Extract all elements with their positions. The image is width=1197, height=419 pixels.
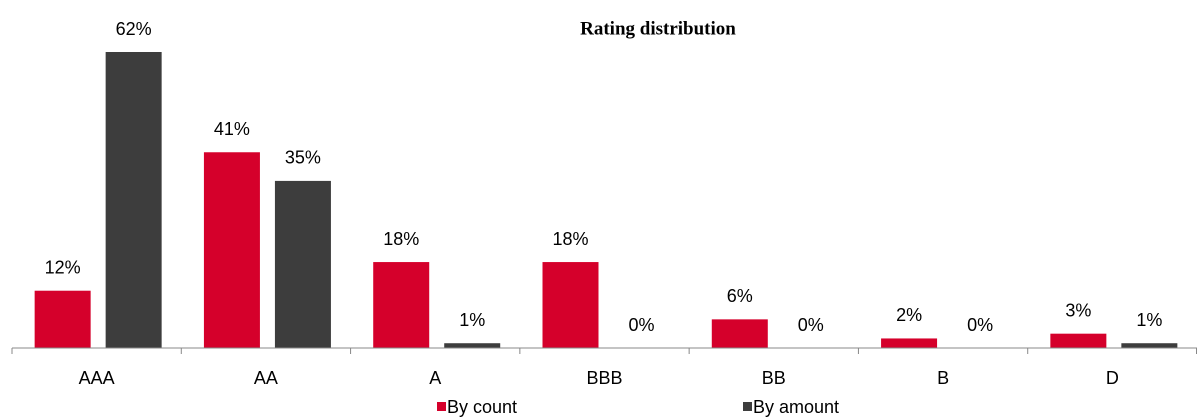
x-tick-label: D bbox=[1106, 368, 1119, 388]
data-label: 0% bbox=[967, 315, 993, 335]
data-label: 18% bbox=[552, 229, 588, 249]
x-tick-label: BB bbox=[762, 368, 786, 388]
x-tick-label: AAA bbox=[79, 368, 115, 388]
data-label: 0% bbox=[628, 315, 654, 335]
data-label: 41% bbox=[214, 119, 250, 139]
bar bbox=[711, 319, 768, 348]
legend-label: By amount bbox=[753, 397, 839, 417]
bar bbox=[203, 152, 260, 348]
data-label: 62% bbox=[116, 19, 152, 39]
data-label: 0% bbox=[798, 315, 824, 335]
data-label: 2% bbox=[896, 305, 922, 325]
data-label: 12% bbox=[45, 257, 81, 277]
bar bbox=[542, 262, 599, 348]
bar bbox=[34, 290, 91, 348]
data-label: 6% bbox=[727, 286, 753, 306]
data-label: 1% bbox=[459, 310, 485, 330]
legend-label: By count bbox=[447, 397, 517, 417]
x-tick-label: A bbox=[429, 368, 441, 388]
bar bbox=[105, 52, 162, 348]
bar bbox=[373, 262, 430, 348]
data-label: 18% bbox=[383, 229, 419, 249]
chart-title: Rating distribution bbox=[580, 18, 736, 39]
data-label: 1% bbox=[1136, 310, 1162, 330]
data-label: 35% bbox=[285, 148, 321, 168]
bar bbox=[881, 338, 938, 348]
legend-swatch bbox=[743, 402, 752, 411]
x-tick-label: AA bbox=[254, 368, 278, 388]
bar bbox=[274, 180, 331, 348]
x-tick-label: BBB bbox=[586, 368, 622, 388]
legend-swatch bbox=[437, 402, 446, 411]
bar bbox=[1121, 343, 1178, 348]
bar bbox=[1050, 333, 1107, 348]
x-tick-label: B bbox=[937, 368, 949, 388]
bar bbox=[444, 343, 501, 348]
data-label: 3% bbox=[1065, 300, 1091, 320]
